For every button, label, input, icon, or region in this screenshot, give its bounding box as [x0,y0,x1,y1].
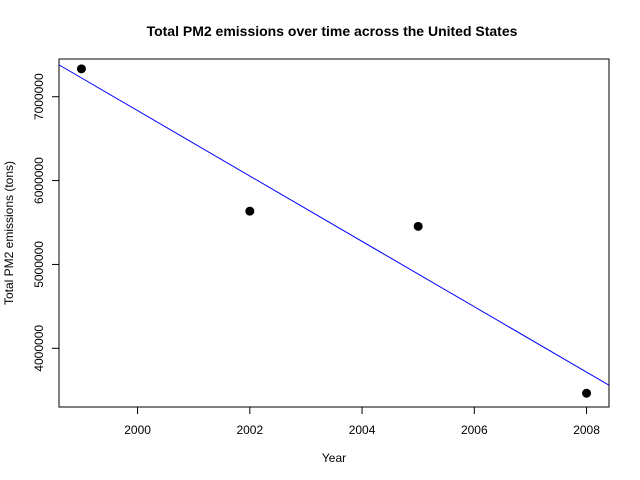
y-tick-label: 7000000 [32,73,46,120]
axes: 2000 2002 2004 2006 2008 4000000 5000000 600000… [32,73,600,437]
x-tick-label: 2004 [349,423,376,437]
x-tick-label: 2002 [236,423,263,437]
data-point [245,206,255,216]
data-point [76,64,86,74]
y-axis-label: Total PM2 emissions (tons) [2,161,16,305]
data-point [413,221,423,231]
data-points [76,64,592,398]
x-tick-label: 2006 [461,423,488,437]
chart-title: Total PM2 emissions over time across the… [147,23,518,39]
x-tick-label: 2000 [124,423,151,437]
x-tick-label: 2008 [573,423,600,437]
y-tick-label: 6000000 [32,157,46,204]
trend-line [58,64,610,386]
y-tick-label: 4000000 [32,325,46,372]
plot-frame [58,58,610,408]
y-tick-label: 5000000 [32,241,46,288]
data-point [582,388,592,398]
x-axis-label: Year [322,451,346,465]
